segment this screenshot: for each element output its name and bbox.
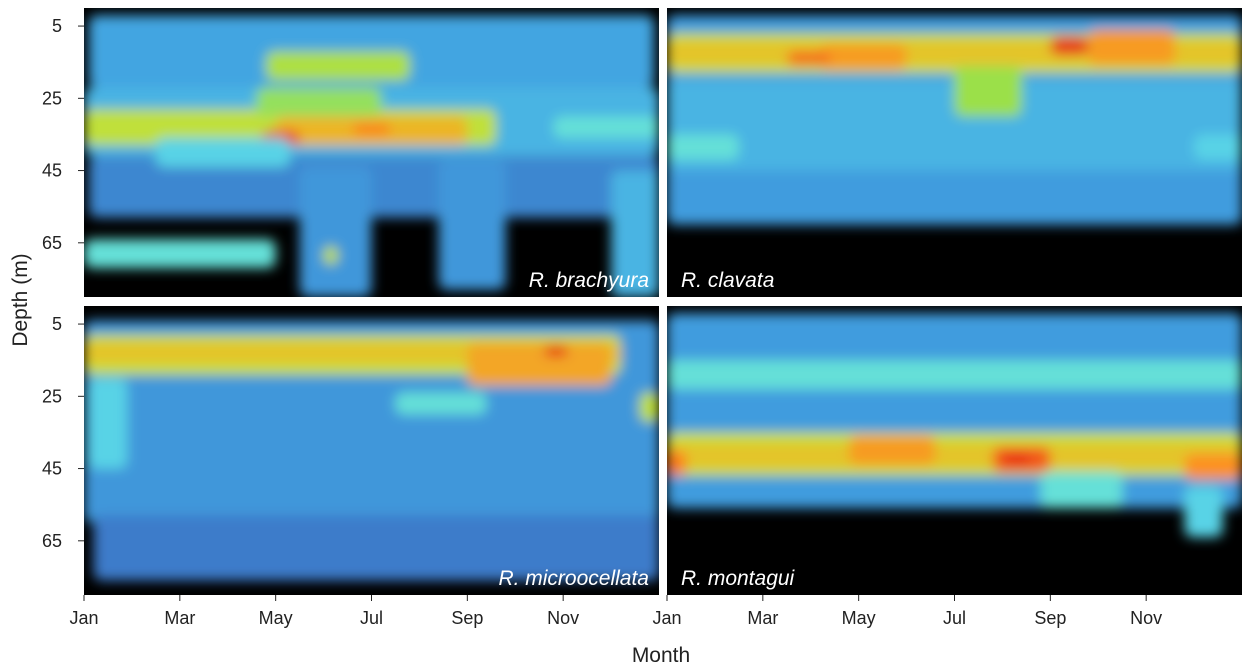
species-label: R. microocellata: [498, 567, 649, 590]
heat-cells: [667, 313, 1242, 538]
y-axis-title: Depth (m): [9, 253, 32, 346]
heat-cell: [1088, 29, 1175, 66]
y-tick-label: 25: [42, 386, 62, 406]
heat-cell: [667, 443, 1242, 469]
heat-cell: [667, 360, 1242, 390]
x-tick-label: May: [842, 608, 876, 628]
x-tick-label: Nov: [547, 608, 579, 628]
heat-cell: [820, 44, 907, 70]
heat-cell: [1040, 472, 1123, 509]
y-tick-label: 45: [42, 459, 62, 479]
heat-cell: [299, 166, 372, 297]
heat-cells: [667, 15, 1242, 225]
y-tick-label: 65: [42, 233, 62, 253]
x-tick-label: Mar: [164, 608, 195, 628]
heat-cell: [88, 156, 659, 218]
x-tick-label: Nov: [1130, 608, 1162, 628]
heat-cell: [256, 87, 382, 117]
panel-2: R. microocellata: [84, 306, 659, 595]
panel-1: R. clavata: [667, 8, 1242, 297]
heat-cell: [639, 392, 659, 422]
heat-cell: [667, 80, 1242, 171]
heat-cell: [88, 378, 128, 469]
heat-cell: [155, 138, 291, 167]
heat-cells: [84, 320, 659, 581]
y-tick-label: 5: [52, 314, 62, 334]
heat-cell: [849, 436, 936, 465]
heat-cell: [352, 123, 391, 135]
heat-cell: [544, 345, 568, 357]
heat-cell: [667, 313, 1242, 509]
heat-cell: [467, 342, 612, 386]
species-label: R. montagui: [681, 567, 796, 590]
y-tick-label: 65: [42, 531, 62, 551]
heat-cell: [438, 159, 506, 290]
y-tick-label: 45: [42, 161, 62, 181]
heat-cell: [323, 246, 338, 265]
heat-cell: [1194, 134, 1242, 160]
heat-cell: [93, 515, 659, 581]
x-tick-label: Jul: [943, 608, 966, 628]
x-tick-label: Jul: [360, 608, 383, 628]
heat-cell: [1184, 486, 1223, 538]
y-tick-label: 5: [52, 16, 62, 36]
heat-cell: [786, 51, 830, 66]
heat-cell: [84, 239, 276, 269]
heatmap-panels: R. brachyura R. clavata R. microocellata R.…: [84, 8, 1242, 595]
x-tick-label: Jan: [69, 608, 98, 628]
heat-cell: [667, 450, 687, 476]
panel-3: R. montagui: [667, 306, 1242, 595]
x-tick-label: Sep: [1034, 608, 1066, 628]
heat-cell: [954, 65, 1022, 117]
heat-cell: [553, 116, 659, 139]
heat-cell: [1184, 454, 1242, 480]
heat-cell: [395, 392, 487, 415]
heat-cells: [84, 15, 659, 297]
y-tick-label: 25: [42, 88, 62, 108]
x-tick-label: Mar: [747, 608, 778, 628]
species-label: R. clavata: [681, 269, 774, 292]
x-axis-title: Month: [632, 644, 690, 667]
heat-cell: [1050, 36, 1089, 55]
x-tick-label: Sep: [451, 608, 483, 628]
heat-cell: [667, 134, 739, 160]
x-tick-label: Jan: [652, 608, 681, 628]
heat-cell: [1002, 454, 1032, 465]
heat-cell: [266, 51, 410, 81]
heat-cell: [611, 170, 659, 297]
species-label: R. brachyura: [529, 269, 649, 292]
x-tick-label: May: [259, 608, 293, 628]
panel-0: R. brachyura: [84, 8, 659, 297]
